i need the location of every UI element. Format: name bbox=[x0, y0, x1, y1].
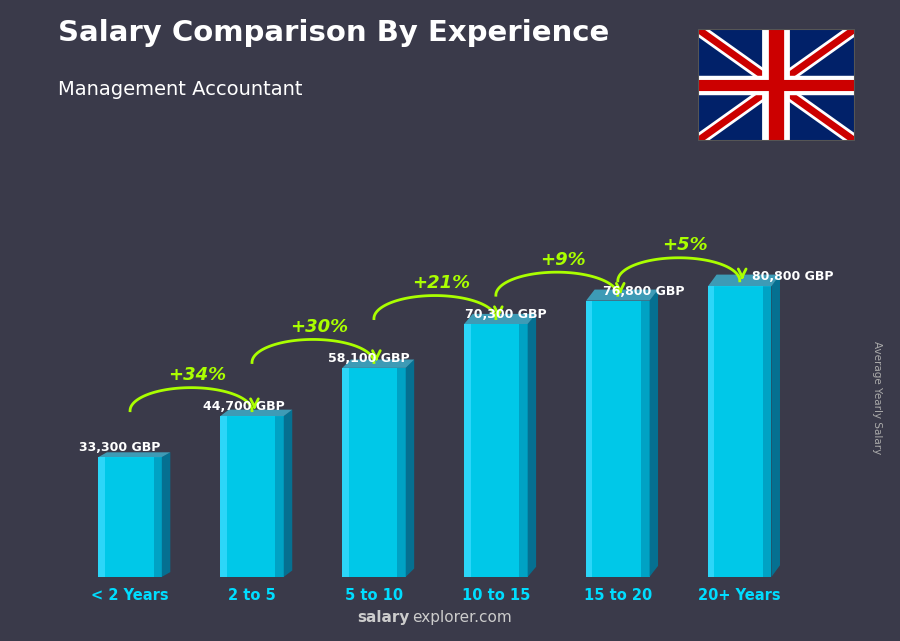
Text: 76,800 GBP: 76,800 GBP bbox=[603, 285, 685, 297]
Text: 58,100 GBP: 58,100 GBP bbox=[328, 352, 410, 365]
Polygon shape bbox=[771, 274, 780, 577]
Bar bbox=[98, 457, 104, 577]
Bar bbox=[220, 416, 284, 577]
Text: 44,700 GBP: 44,700 GBP bbox=[203, 400, 285, 413]
Text: +30%: +30% bbox=[290, 318, 348, 336]
Polygon shape bbox=[284, 410, 292, 577]
Bar bbox=[275, 416, 284, 577]
Bar bbox=[342, 368, 348, 577]
Bar bbox=[464, 324, 471, 577]
Text: explorer.com: explorer.com bbox=[412, 610, 512, 625]
Bar bbox=[342, 368, 406, 577]
Bar bbox=[398, 368, 406, 577]
Polygon shape bbox=[464, 314, 536, 324]
Polygon shape bbox=[586, 290, 658, 301]
Bar bbox=[708, 287, 715, 577]
Bar bbox=[586, 301, 650, 577]
Polygon shape bbox=[650, 290, 658, 577]
Text: Average Yearly Salary: Average Yearly Salary bbox=[872, 341, 883, 454]
Polygon shape bbox=[220, 410, 292, 416]
Text: 80,800 GBP: 80,800 GBP bbox=[752, 271, 833, 283]
Bar bbox=[220, 416, 227, 577]
Bar bbox=[519, 324, 527, 577]
Polygon shape bbox=[527, 314, 536, 577]
Text: +5%: +5% bbox=[662, 236, 707, 254]
Text: 33,300 GBP: 33,300 GBP bbox=[79, 441, 160, 454]
Text: +21%: +21% bbox=[412, 274, 470, 292]
Text: +34%: +34% bbox=[168, 366, 226, 384]
Polygon shape bbox=[162, 453, 170, 577]
Bar bbox=[763, 287, 771, 577]
Text: Management Accountant: Management Accountant bbox=[58, 80, 303, 99]
Bar bbox=[464, 324, 527, 577]
Bar bbox=[708, 287, 771, 577]
Polygon shape bbox=[406, 360, 414, 577]
Bar bbox=[154, 457, 162, 577]
Bar bbox=[642, 301, 650, 577]
Text: salary: salary bbox=[357, 610, 410, 625]
Text: Salary Comparison By Experience: Salary Comparison By Experience bbox=[58, 19, 610, 47]
Bar bbox=[98, 457, 162, 577]
Text: 70,300 GBP: 70,300 GBP bbox=[465, 308, 547, 321]
Polygon shape bbox=[708, 274, 780, 287]
Polygon shape bbox=[342, 360, 414, 368]
Text: +9%: +9% bbox=[540, 251, 586, 269]
Bar bbox=[586, 301, 592, 577]
Polygon shape bbox=[98, 453, 170, 457]
